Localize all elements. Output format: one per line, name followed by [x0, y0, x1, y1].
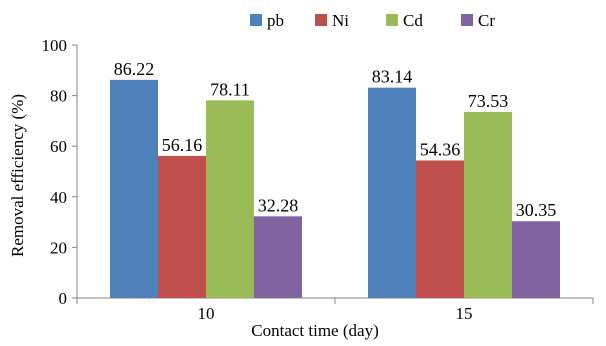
- y-tick-label: 100: [42, 36, 68, 55]
- data-label-pb-10: 86.22: [114, 59, 155, 79]
- legend-label-Ni: Ni: [332, 11, 349, 30]
- bar-Cr-10: [254, 216, 302, 298]
- bar-pb-15: [368, 87, 416, 299]
- legend-swatch-Cd: [386, 14, 398, 26]
- legend-label-Cd: Cd: [403, 11, 423, 30]
- bar-pb-10: [110, 79, 158, 298]
- data-label-Cr-15: 30.35: [516, 200, 557, 220]
- bar-Ni-15: [416, 160, 464, 298]
- x-tick-label: 15: [456, 304, 473, 323]
- data-label-Cd-10: 78.11: [210, 79, 250, 99]
- bar-Cd-15: [464, 111, 512, 298]
- y-tick-label: 0: [59, 289, 68, 308]
- data-label-Ni-15: 54.36: [420, 139, 461, 159]
- x-axis-title: Contact time (day): [251, 321, 378, 340]
- y-tick-label: 60: [50, 137, 67, 156]
- legend-swatch-Cr: [461, 14, 473, 26]
- bar-Cd-10: [206, 100, 254, 298]
- y-axis-title: Removal efficiency (%): [8, 94, 27, 257]
- data-label-Cd-15: 73.53: [468, 91, 509, 111]
- bar-Cr-15: [512, 221, 560, 298]
- y-tick-label: 40: [50, 188, 67, 207]
- data-label-pb-15: 83.14: [372, 67, 413, 87]
- y-tick-label: 80: [50, 87, 67, 106]
- x-tick-label: 10: [198, 304, 215, 323]
- legend-label-Cr: Cr: [478, 11, 495, 30]
- legend-swatch-pb: [250, 14, 262, 26]
- y-tick-label: 20: [50, 238, 67, 257]
- data-label-Cr-10: 32.28: [258, 195, 299, 215]
- legend-swatch-Ni: [315, 14, 327, 26]
- legend-label-pb: pb: [267, 11, 284, 30]
- data-label-Ni-10: 56.16: [162, 135, 203, 155]
- bar-Ni-10: [158, 155, 206, 298]
